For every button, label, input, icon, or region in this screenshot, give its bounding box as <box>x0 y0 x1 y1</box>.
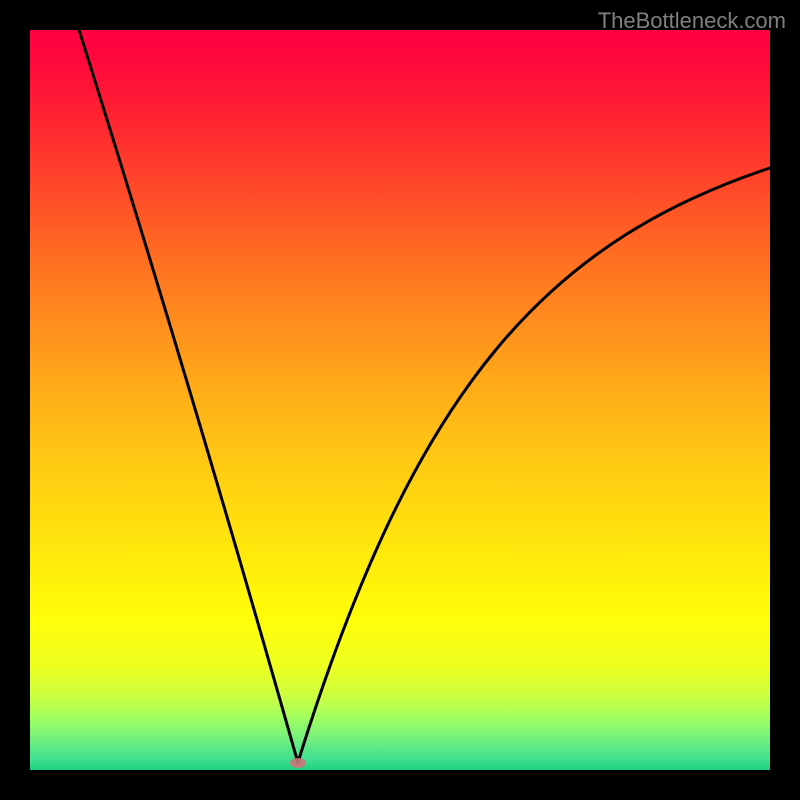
bottleneck-curve <box>30 30 770 770</box>
chart-plot-area <box>30 30 770 770</box>
optimum-marker <box>288 756 308 770</box>
watermark-text: TheBottleneck.com <box>598 8 786 34</box>
